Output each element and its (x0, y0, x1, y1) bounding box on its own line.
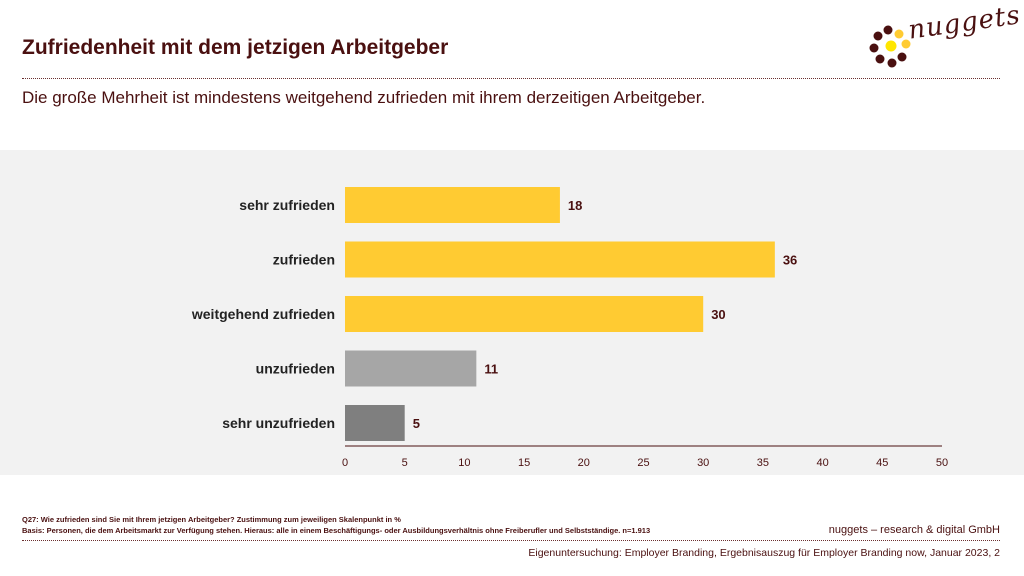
logo-dots-icon (869, 25, 911, 68)
footer-divider (22, 540, 1000, 541)
data-label-5: 5 (413, 416, 420, 431)
data-label-4: 11 (484, 362, 498, 377)
category-label-4: unzufrieden (256, 361, 335, 377)
page-title: Zufriedenheit mit dem jetzigen Arbeitgeb… (22, 36, 449, 59)
category-label-3: weitgehend zufrieden (191, 306, 335, 322)
x-tick-label-7: 30 (697, 457, 709, 469)
nuggets-logo: nuggets (866, 0, 1023, 76)
footnote-basis: Basis: Personen, die dem Arbeitsmarkt zu… (22, 526, 651, 535)
data-label-2: 36 (783, 253, 797, 268)
category-label-2: zufrieden (273, 252, 335, 268)
x-tick-label-3: 10 (458, 457, 470, 469)
company-name: nuggets – research & digital GmbH (828, 524, 1000, 536)
category-label-1: sehr zufrieden (239, 197, 335, 213)
category-label-5: sehr unzufrieden (222, 415, 335, 431)
bar-chart: sehr zufrieden 18 zufrieden 36 weitgehend zu… (191, 187, 948, 469)
x-tick-label-1: 0 (342, 457, 348, 469)
bar-2 (345, 241, 775, 278)
bar-4 (345, 350, 477, 387)
footnote-question: Q27: Wie zufrieden sind Sie mit Ihrem je… (22, 515, 401, 524)
page-subtitle: Die große Mehrheit ist mindestens weitge… (22, 88, 706, 107)
x-tick-label-6: 25 (637, 457, 649, 469)
data-label-1: 18 (568, 198, 582, 213)
header-divider (22, 78, 1000, 79)
x-tick-label-8: 35 (757, 457, 769, 469)
x-tick-label-4: 15 (518, 457, 530, 469)
x-tick-label-2: 5 (402, 457, 408, 469)
x-tick-label-5: 20 (578, 457, 590, 469)
x-tick-label-9: 40 (816, 457, 828, 469)
data-label-3: 30 (711, 307, 725, 322)
source-note: Eigenuntersuchung: Employer Branding, Er… (528, 547, 1000, 559)
x-tick-label-11: 50 (936, 457, 948, 469)
bar-5 (345, 405, 405, 441)
bar-1 (345, 187, 560, 223)
bar-3 (345, 296, 704, 332)
x-tick-label-10: 45 (876, 457, 888, 469)
